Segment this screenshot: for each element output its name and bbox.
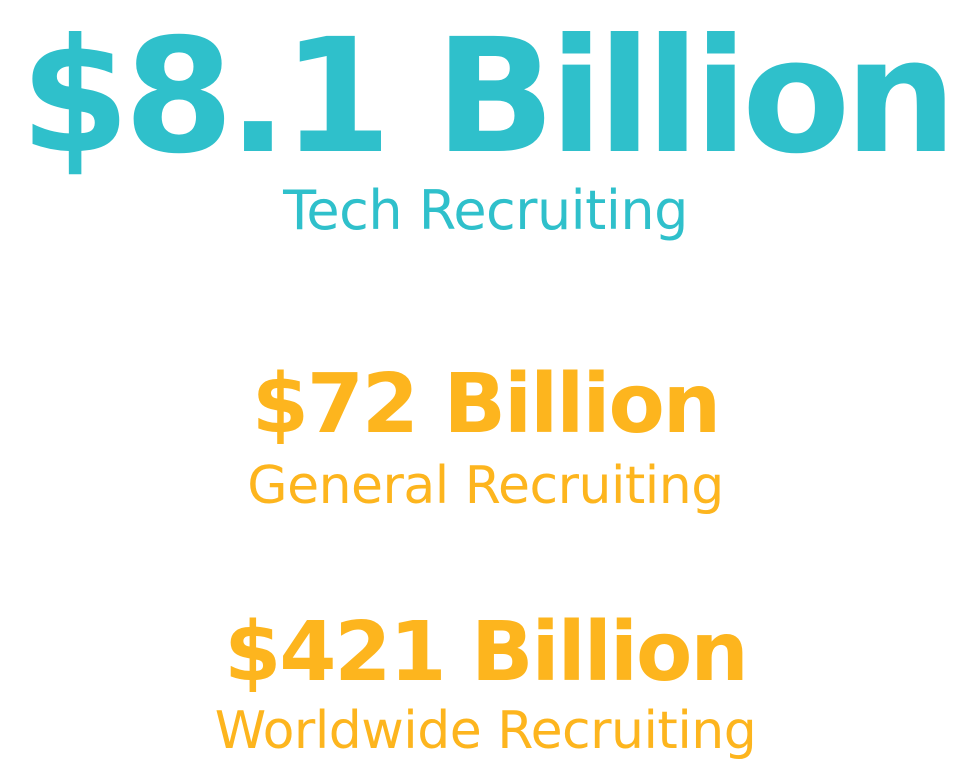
general-recruiting-label: General Recruiting xyxy=(247,456,724,516)
tech-recruiting-amount: $8.1 Billion xyxy=(20,5,957,189)
worldwide-recruiting-label: Worldwide Recruiting xyxy=(214,701,757,761)
tech-recruiting-label: Tech Recruiting xyxy=(283,179,688,242)
worldwide-recruiting-amount: $421 Billion xyxy=(224,605,748,700)
general-recruiting-amount: $72 Billion xyxy=(251,357,721,452)
